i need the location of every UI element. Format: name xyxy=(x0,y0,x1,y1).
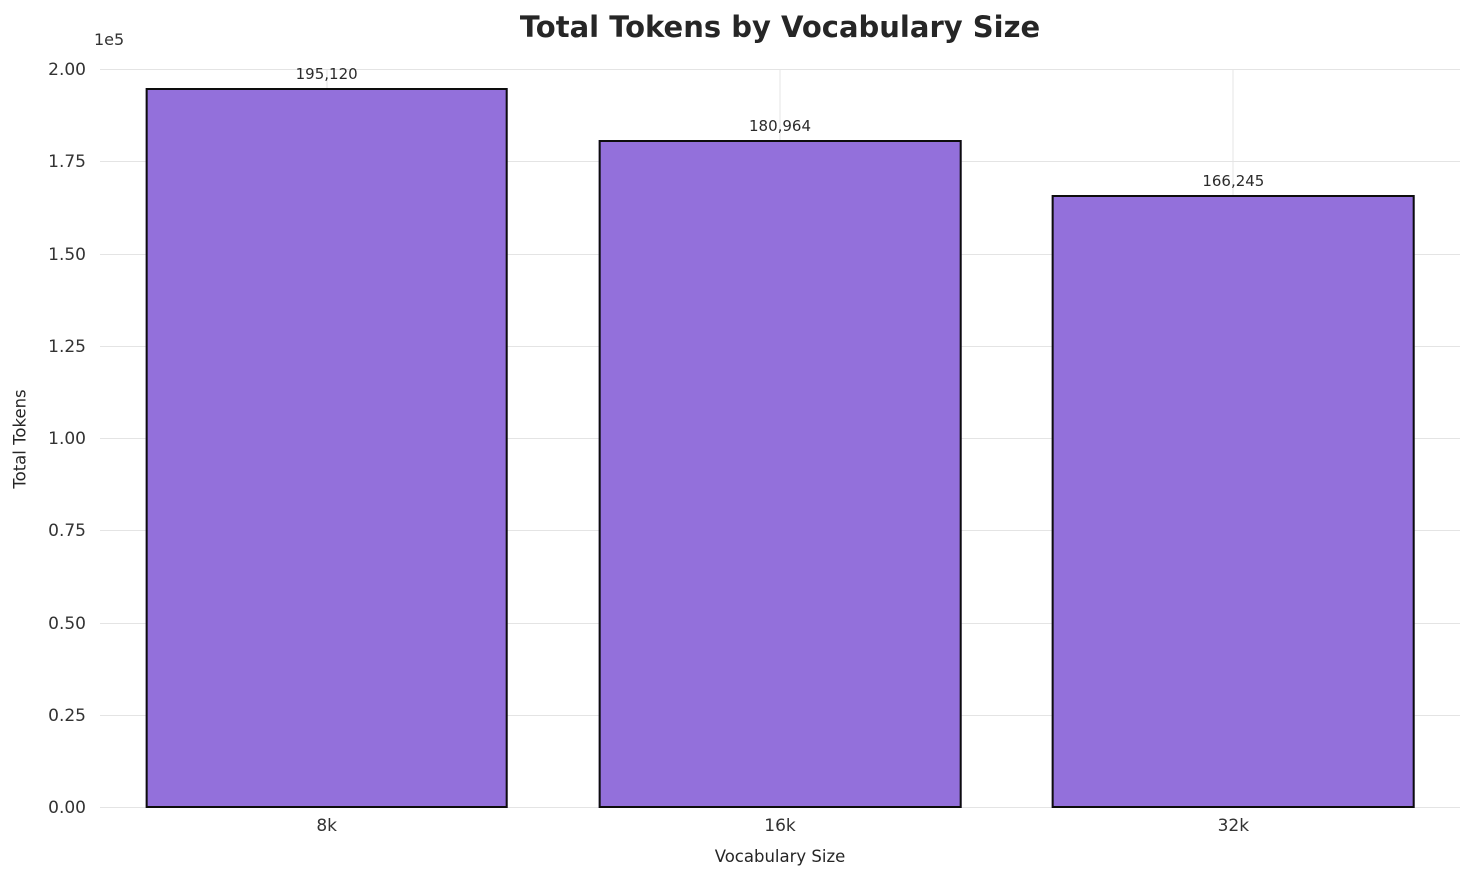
y-tick-label: 0.75 xyxy=(48,521,86,542)
y-tick-label: 0.50 xyxy=(48,613,86,634)
y-tick-label: 1.50 xyxy=(48,244,86,265)
x-tick-label: 16k xyxy=(764,816,796,836)
bar-16k xyxy=(598,140,962,808)
y-tick-label: 2.00 xyxy=(48,60,86,80)
gridline-horizontal xyxy=(100,69,1460,70)
y-tick-label: 1.25 xyxy=(48,336,86,357)
bar-value-label: 195,120 xyxy=(295,65,358,84)
y-tick-label: 0.25 xyxy=(48,705,86,726)
y-tick-label: 0.00 xyxy=(48,798,86,818)
x-tick-label: 8k xyxy=(316,816,337,836)
bar-8k xyxy=(145,88,508,808)
bar-32k xyxy=(1052,194,1415,808)
y-axis-title: Total Tokens xyxy=(10,389,30,489)
y-tick-label: 1.75 xyxy=(48,152,86,173)
bar-value-label: 180,964 xyxy=(748,117,812,136)
x-axis-title: Vocabulary Size xyxy=(714,847,846,866)
y-axis-multiplier-label: 1e5 xyxy=(94,30,125,49)
plot-area: 195,120 180,964 166,245 xyxy=(100,65,1460,808)
y-tick-label: 1.00 xyxy=(48,429,86,449)
chart-title: Total Tokens by Vocabulary Size xyxy=(519,10,1041,44)
y-axis-ticks: 0.00 0.25 0.50 0.75 1.00 1.25 1.50 1.75 2.00 xyxy=(0,60,94,818)
x-tick-label: 32k xyxy=(1217,816,1250,836)
bar-value-label: 166,245 xyxy=(1202,171,1265,190)
x-axis-ticks: 8k 16k 32k xyxy=(100,808,1460,840)
